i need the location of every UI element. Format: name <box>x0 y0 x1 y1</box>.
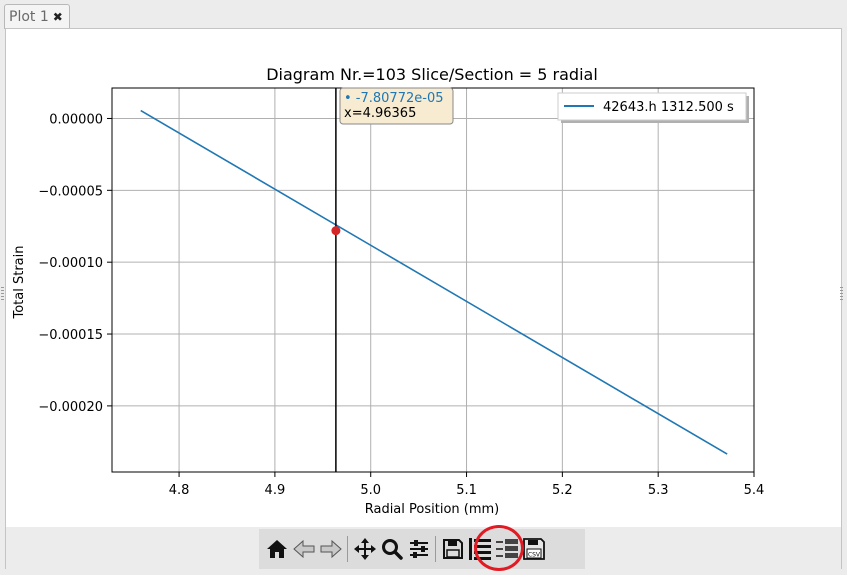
axis-ticks: 4.8 4.9 5.0 5.1 5.2 5.3 5.4 0.00000 −0.00005 −0.0… <box>38 112 764 498</box>
pan-button[interactable] <box>351 532 378 566</box>
right-splitter-handle[interactable] <box>840 287 843 301</box>
tab-label: Plot 1 <box>9 9 49 25</box>
x-tick-label: 5.3 <box>648 483 669 498</box>
back-arrow-icon <box>292 539 314 559</box>
data-labels-button[interactable] <box>493 532 520 566</box>
home-button[interactable] <box>263 532 290 566</box>
y-tick-label: 0.00000 <box>49 112 103 127</box>
zoom-button[interactable] <box>378 532 405 566</box>
tooltip-box <box>339 87 454 125</box>
y-tick-label: −0.00015 <box>38 328 103 343</box>
y-tick-label: −0.00005 <box>38 184 103 199</box>
csv-label: CSV <box>527 552 540 559</box>
export-csv-icon: CSV <box>522 538 545 560</box>
toolbar-separator <box>435 536 436 562</box>
x-tick-label: 5.1 <box>456 483 477 498</box>
grid <box>112 88 755 472</box>
home-icon <box>266 540 287 558</box>
x-axis-label: Radial Position (mm) <box>365 502 500 517</box>
export-csv-button[interactable]: CSV <box>520 532 547 566</box>
y-tick-label: −0.00010 <box>38 256 103 271</box>
chart: Diagram Nr.=103 Slice/Section = 5 radial… <box>12 65 764 517</box>
cursor-tooltip: • -7.80772e-05 x=4.96365 <box>339 87 454 125</box>
plot-toolbar: CSV <box>259 529 585 569</box>
x-tick-label: 5.2 <box>552 483 573 498</box>
legend-label: 42643.h 1312.500 s <box>603 100 734 115</box>
series-layer <box>140 109 728 455</box>
save-button[interactable] <box>439 532 466 566</box>
series-line <box>140 109 728 455</box>
back-button[interactable] <box>290 532 317 566</box>
tab-bar: Plot 1 ✖ <box>0 0 847 29</box>
data-labels-icon <box>495 539 518 558</box>
y-tick-label: −0.00020 <box>38 400 103 415</box>
forward-arrow-icon <box>320 539 342 559</box>
legend[interactable]: 42643.h 1312.500 s <box>557 92 749 123</box>
x-tick-label: 4.8 <box>169 483 190 498</box>
x-tick-label: 4.9 <box>265 483 286 498</box>
x-tick-label: 5.0 <box>360 483 381 498</box>
pan-icon <box>353 538 376 560</box>
zoom-icon <box>381 539 403 560</box>
legend-toggle-button[interactable] <box>466 532 493 566</box>
cursor-marker[interactable] <box>331 226 341 236</box>
tooltip-x: x=4.96365 <box>344 106 416 121</box>
left-splitter-handle[interactable] <box>1 287 4 301</box>
legend-toggle-icon <box>468 538 491 560</box>
tab-plot-1[interactable]: Plot 1 ✖ <box>4 4 70 29</box>
x-tick-label: 5.4 <box>744 483 765 498</box>
y-axis-label: Total Strain <box>12 245 27 319</box>
save-icon <box>442 539 463 559</box>
configure-subplots-button[interactable] <box>405 532 432 566</box>
toolbar-separator <box>347 536 348 562</box>
forward-button[interactable] <box>317 532 344 566</box>
tooltip-value: • -7.80772e-05 <box>344 91 443 106</box>
configure-subplots-icon <box>409 540 428 558</box>
close-icon[interactable]: ✖ <box>52 10 63 24</box>
chart-title: Diagram Nr.=103 Slice/Section = 5 radial <box>266 65 598 84</box>
